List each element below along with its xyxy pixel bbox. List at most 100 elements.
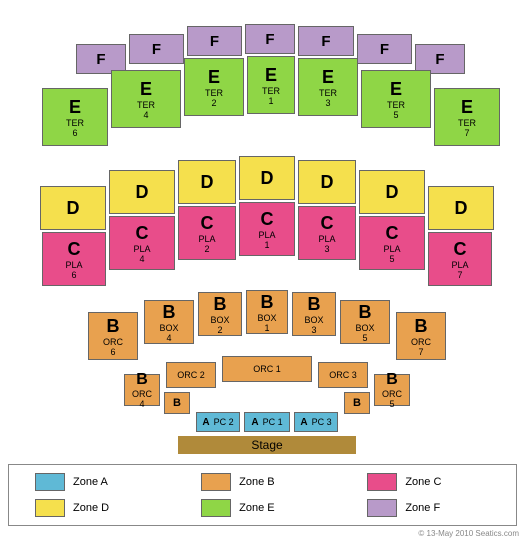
- legend-item-e: Zone E: [179, 499, 345, 517]
- section-F[interactable]: F: [187, 26, 242, 56]
- section-B-orc7[interactable]: BORC 7: [396, 312, 446, 360]
- section-C-pla7[interactable]: CPLA 7: [428, 232, 492, 286]
- section-E-ter2[interactable]: ETER 2: [184, 58, 244, 116]
- section-B-orc2[interactable]: ORC 2: [166, 362, 216, 388]
- section-F[interactable]: F: [129, 34, 184, 64]
- section-E-ter4[interactable]: ETER 4: [111, 70, 181, 128]
- legend-label: Zone C: [405, 476, 441, 488]
- section-label: TER 1: [262, 86, 280, 106]
- section-B[interactable]: B: [344, 392, 370, 414]
- zone-label: C: [201, 213, 214, 234]
- section-B-box5[interactable]: BBOX 5: [340, 300, 390, 344]
- swatch-icon: [367, 473, 397, 491]
- legend-label: Zone E: [239, 502, 274, 514]
- zone-label: B: [386, 371, 398, 389]
- zone-label: B: [415, 316, 428, 337]
- zone-label: C: [454, 239, 467, 260]
- section-label: BOX 5: [355, 323, 374, 343]
- zone-label: A: [251, 417, 258, 428]
- section-E-ter5[interactable]: ETER 5: [361, 70, 431, 128]
- zone-label: F: [380, 41, 389, 58]
- section-D[interactable]: D: [298, 160, 356, 204]
- section-label: TER 3: [319, 88, 337, 108]
- legend-item-b: Zone B: [179, 473, 345, 491]
- section-C-pla1[interactable]: CPLA 1: [239, 202, 295, 256]
- zone-label: B: [107, 316, 120, 337]
- zone-label: F: [152, 41, 161, 58]
- section-D[interactable]: D: [109, 170, 175, 214]
- section-B-orc4[interactable]: BORC 4: [124, 374, 160, 406]
- section-label: PLA 5: [383, 244, 400, 264]
- zone-label: B: [308, 294, 321, 315]
- section-label: PC 3: [312, 417, 332, 427]
- copyright: © 13-May 2010 Seatics.com: [418, 529, 519, 538]
- section-C-pla4[interactable]: CPLA 4: [109, 216, 175, 270]
- section-label: ORC 1: [253, 364, 281, 374]
- zone-label: E: [69, 97, 81, 118]
- legend-item-a: Zone A: [13, 473, 179, 491]
- zone-label: E: [140, 79, 152, 100]
- zone-label: D: [201, 172, 214, 193]
- legend-label: Zone B: [239, 476, 274, 488]
- section-E-ter3[interactable]: ETER 3: [298, 58, 358, 116]
- section-B-orc6[interactable]: BORC 6: [88, 312, 138, 360]
- zone-label: F: [265, 31, 274, 48]
- section-F[interactable]: F: [298, 26, 354, 56]
- zone-label: C: [321, 213, 334, 234]
- section-B-box1[interactable]: BBOX 1: [246, 290, 288, 334]
- section-A-pc1[interactable]: A PC 1: [244, 412, 290, 432]
- legend-label: Zone D: [73, 502, 109, 514]
- stage: Stage: [178, 436, 356, 454]
- swatch-icon: [201, 473, 231, 491]
- zone-label: C: [261, 209, 274, 230]
- section-F[interactable]: F: [245, 24, 295, 54]
- section-label: PC 2: [214, 417, 234, 427]
- section-E-ter6[interactable]: ETER 6: [42, 88, 108, 146]
- section-label: BOX 3: [304, 315, 323, 335]
- section-label: PC 1: [263, 417, 283, 427]
- section-B-box3[interactable]: BBOX 3: [292, 292, 336, 336]
- zone-label: E: [322, 67, 334, 88]
- zone-label: F: [96, 51, 105, 68]
- section-D[interactable]: D: [428, 186, 494, 230]
- legend-label: Zone A: [73, 476, 108, 488]
- section-label: PLA 3: [318, 234, 335, 254]
- section-label: TER 7: [458, 118, 476, 138]
- section-label: TER 5: [387, 100, 405, 120]
- section-D[interactable]: D: [178, 160, 236, 204]
- section-label: TER 2: [205, 88, 223, 108]
- section-B-orc1[interactable]: ORC 1: [222, 356, 312, 382]
- zone-label: B: [353, 397, 361, 409]
- section-C-pla3[interactable]: CPLA 3: [298, 206, 356, 260]
- section-A-pc2[interactable]: APC 2: [196, 412, 240, 432]
- section-B-orc3[interactable]: ORC 3: [318, 362, 368, 388]
- section-label: BOX 4: [159, 323, 178, 343]
- section-D[interactable]: D: [40, 186, 106, 230]
- zone-label: B: [214, 294, 227, 315]
- swatch-icon: [35, 499, 65, 517]
- section-F[interactable]: F: [357, 34, 412, 64]
- section-label: ORC 2: [177, 370, 205, 380]
- section-D[interactable]: D: [239, 156, 295, 200]
- legend-label: Zone F: [405, 502, 440, 514]
- section-label: TER 4: [137, 100, 155, 120]
- swatch-icon: [367, 499, 397, 517]
- zone-label: C: [136, 223, 149, 244]
- section-B-orc5[interactable]: BORC 5: [374, 374, 410, 406]
- section-B[interactable]: B: [164, 392, 190, 414]
- section-D[interactable]: D: [359, 170, 425, 214]
- section-label: TER 6: [66, 118, 84, 138]
- zone-label: C: [386, 223, 399, 244]
- zone-label: B: [163, 302, 176, 323]
- zone-label: B: [359, 302, 372, 323]
- section-C-pla2[interactable]: CPLA 2: [178, 206, 236, 260]
- section-B-box4[interactable]: BBOX 4: [144, 300, 194, 344]
- section-E-ter1[interactable]: ETER 1: [247, 56, 295, 114]
- section-B-box2[interactable]: BBOX 2: [198, 292, 242, 336]
- zone-label: D: [321, 172, 334, 193]
- section-A-pc3[interactable]: APC 3: [294, 412, 338, 432]
- section-C-pla6[interactable]: CPLA 6: [42, 232, 106, 286]
- section-C-pla5[interactable]: CPLA 5: [359, 216, 425, 270]
- section-E-ter7[interactable]: ETER 7: [434, 88, 500, 146]
- section-label: BOX 2: [210, 315, 229, 335]
